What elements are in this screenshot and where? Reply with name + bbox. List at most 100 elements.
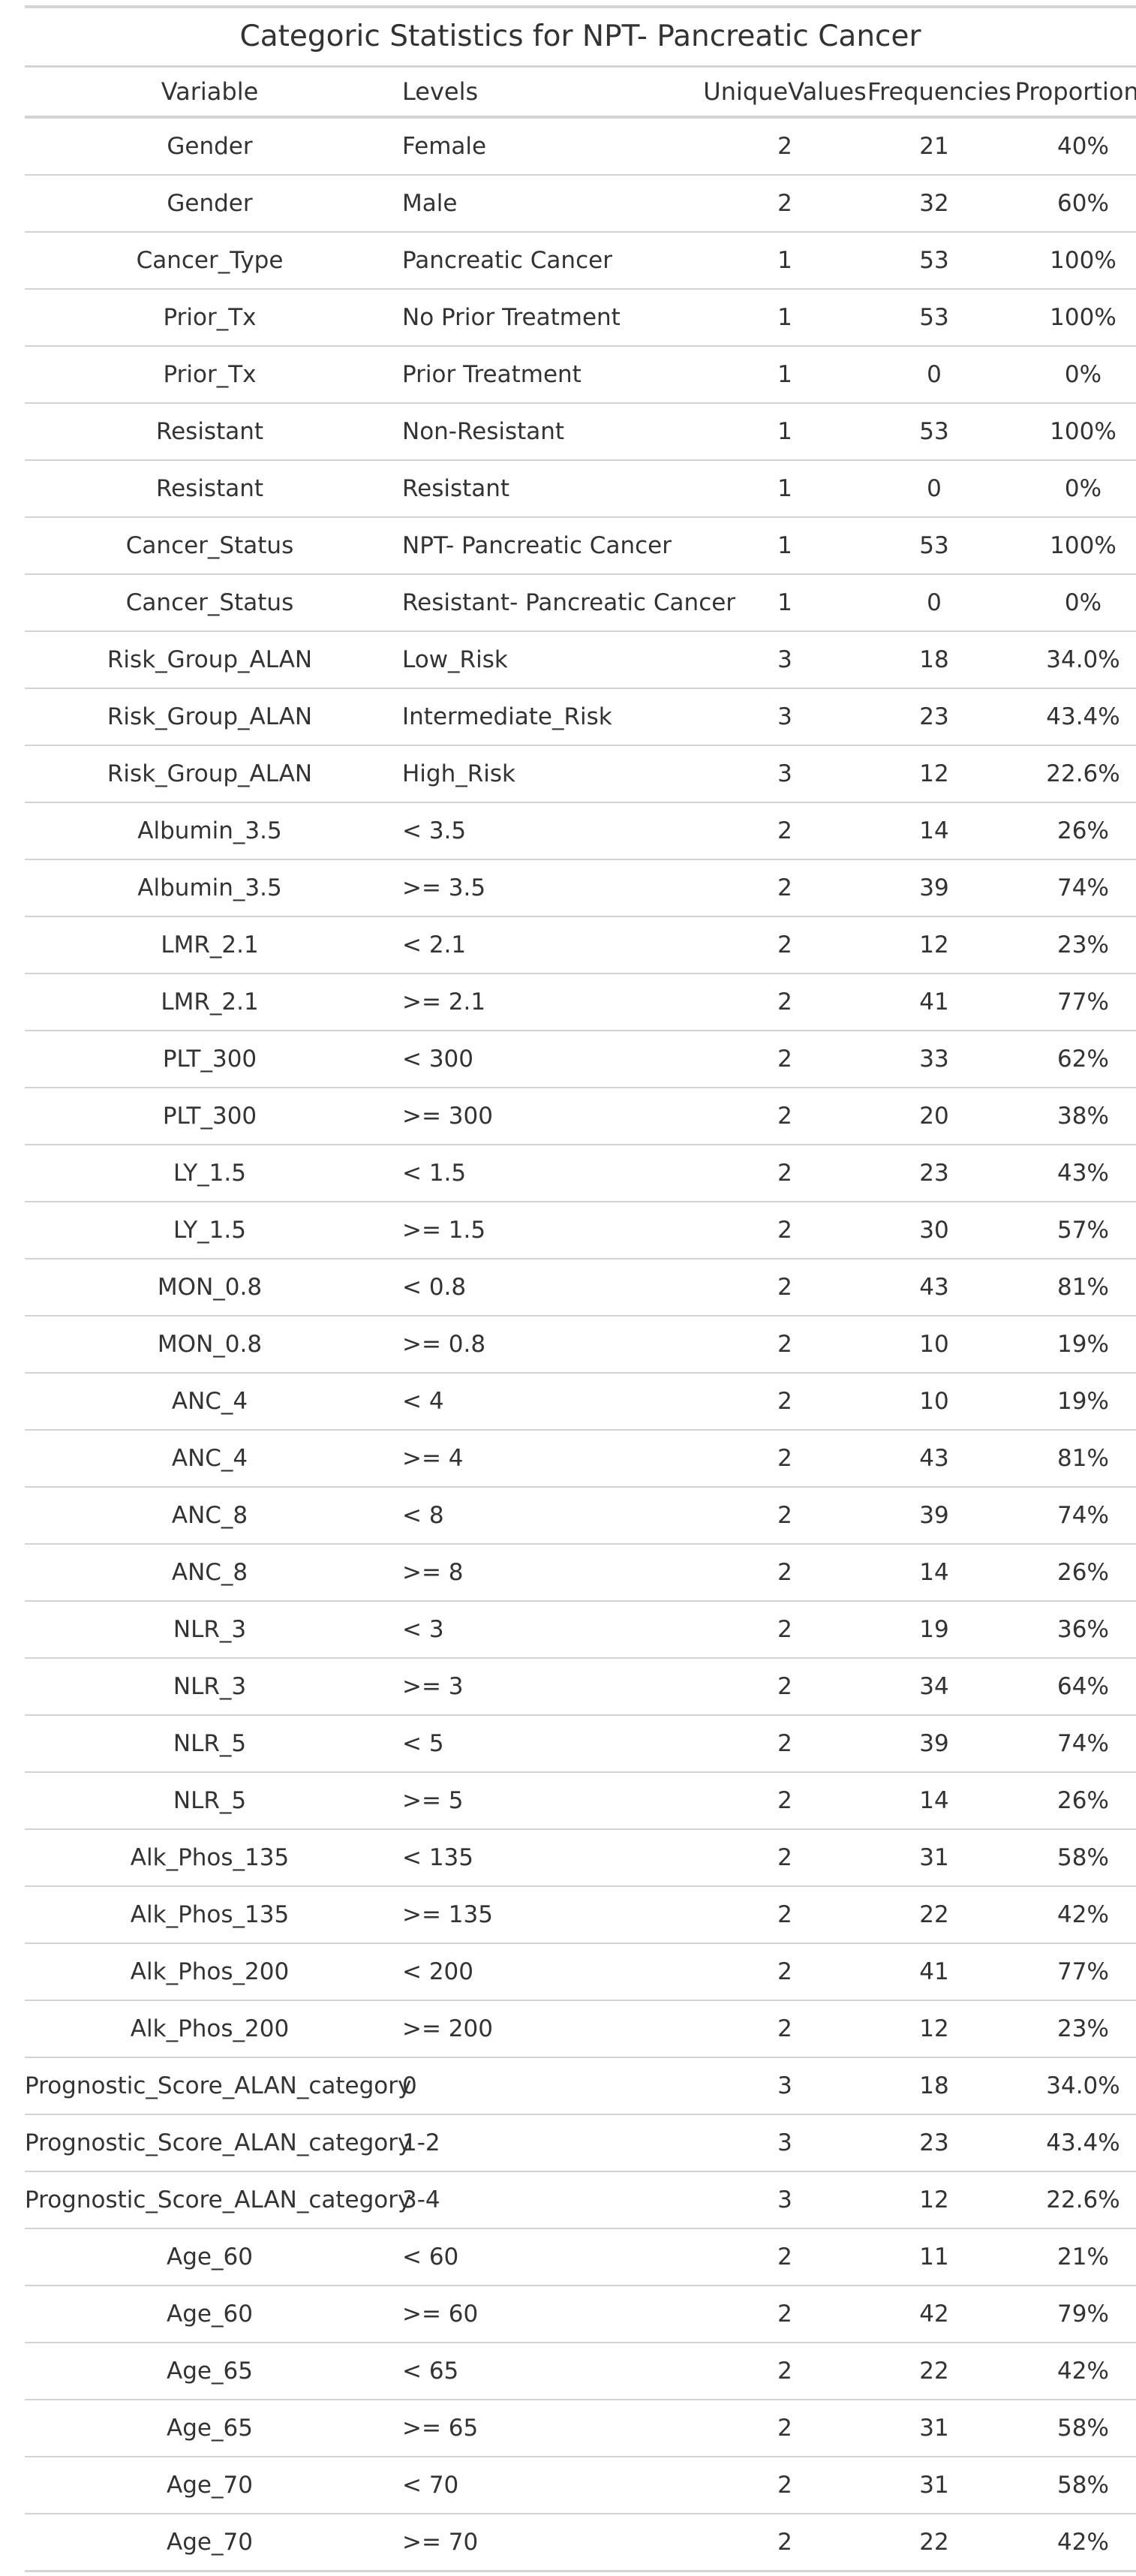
- table-row: Cancer_Type Pancreatic Cancer 1 53 100%: [25, 231, 1136, 289]
- cell-proportion: 0%: [1001, 459, 1136, 517]
- cell-level: >= 135: [395, 1885, 702, 1943]
- cell-unique-values: 2: [702, 2399, 867, 2457]
- cell-unique-values: 3: [702, 2057, 867, 2114]
- cell-proportion: 100%: [1001, 231, 1136, 289]
- cell-level: High_Risk: [395, 745, 702, 802]
- cell-unique-values: 2: [702, 2342, 867, 2400]
- cell-proportion: 58%: [1001, 2399, 1136, 2457]
- cell-variable: LY_1.5: [25, 1144, 395, 1202]
- categoric-statistics-table: Categoric Statistics for NPT- Pancreatic…: [25, 5, 1136, 2572]
- cell-unique-values: 2: [702, 1315, 867, 1373]
- cell-proportion: 74%: [1001, 1714, 1136, 1772]
- cell-level: Resistant: [395, 459, 702, 517]
- cell-frequency: 41: [867, 1943, 1001, 2000]
- cell-variable: Resistant: [25, 459, 395, 517]
- cell-frequency: 39: [867, 1486, 1001, 1544]
- cell-proportion: 34.0%: [1001, 630, 1136, 688]
- cell-unique-values: 1: [702, 573, 867, 631]
- cell-frequency: 43: [867, 1258, 1001, 1316]
- table-row: Gender Female 2 21 40%: [25, 116, 1136, 175]
- cell-frequency: 22: [867, 2513, 1001, 2572]
- table-row: NLR_5 >= 5 2 14 26%: [25, 1771, 1136, 1829]
- cell-frequency: 14: [867, 802, 1001, 859]
- cell-level: < 135: [395, 1828, 702, 1886]
- cell-frequency: 21: [867, 116, 1001, 175]
- header-row: Variable Levels UniqueValues Frequencies…: [25, 65, 1136, 119]
- cell-frequency: 19: [867, 1600, 1001, 1658]
- cell-level: Low_Risk: [395, 630, 702, 688]
- cell-frequency: 23: [867, 1144, 1001, 1202]
- cell-frequency: 0: [867, 459, 1001, 517]
- cell-unique-values: 2: [702, 973, 867, 1031]
- cell-proportion: 36%: [1001, 1600, 1136, 1658]
- cell-variable: Cancer_Status: [25, 573, 395, 631]
- cell-variable: Resistant: [25, 402, 395, 460]
- cell-unique-values: 2: [702, 1258, 867, 1316]
- cell-proportion: 38%: [1001, 1087, 1136, 1145]
- cell-level: < 65: [395, 2342, 702, 2400]
- table-row: Cancer_Status Resistant- Pancreatic Cance…: [25, 573, 1136, 631]
- cell-frequency: 12: [867, 916, 1001, 974]
- table-body: Gender Female 2 21 40% Gender Male 2 32 60% Cancer…: [25, 116, 1136, 2572]
- cell-unique-values: 2: [702, 1201, 867, 1259]
- cell-unique-values: 3: [702, 2171, 867, 2228]
- cell-variable: Cancer_Status: [25, 516, 395, 574]
- table-row: Alk_Phos_135 < 135 2 31 58%: [25, 1828, 1136, 1886]
- cell-frequency: 22: [867, 2342, 1001, 2400]
- table-row: LY_1.5 >= 1.5 2 30 57%: [25, 1201, 1136, 1259]
- column-header-unique-values: UniqueValues: [702, 65, 867, 119]
- cell-frequency: 20: [867, 1087, 1001, 1145]
- cell-unique-values: 2: [702, 1714, 867, 1772]
- cell-unique-values: 1: [702, 459, 867, 517]
- cell-proportion: 81%: [1001, 1258, 1136, 1316]
- cell-unique-values: 2: [702, 2000, 867, 2057]
- cell-frequency: 39: [867, 859, 1001, 916]
- column-header-proportions: Proportions: [1001, 65, 1136, 119]
- cell-variable: Alk_Phos_200: [25, 2000, 395, 2057]
- cell-level: < 60: [395, 2228, 702, 2286]
- cell-level: 3-4: [395, 2171, 702, 2228]
- cell-proportion: 58%: [1001, 2456, 1136, 2514]
- cell-level: >= 1.5: [395, 1201, 702, 1259]
- cell-frequency: 31: [867, 2399, 1001, 2457]
- cell-variable: Prior_Tx: [25, 345, 395, 403]
- cell-frequency: 14: [867, 1771, 1001, 1829]
- cell-level: Non-Resistant: [395, 402, 702, 460]
- cell-level: < 1.5: [395, 1144, 702, 1202]
- cell-level: 0: [395, 2057, 702, 2114]
- table-row: Alk_Phos_135 >= 135 2 22 42%: [25, 1885, 1136, 1943]
- cell-frequency: 53: [867, 231, 1001, 289]
- cell-level: < 200: [395, 1943, 702, 2000]
- cell-level: >= 300: [395, 1087, 702, 1145]
- cell-proportion: 23%: [1001, 916, 1136, 974]
- cell-variable: Albumin_3.5: [25, 859, 395, 916]
- cell-frequency: 31: [867, 1828, 1001, 1886]
- table-row: LMR_2.1 >= 2.1 2 41 77%: [25, 973, 1136, 1031]
- table-row: Age_65 >= 65 2 31 58%: [25, 2399, 1136, 2457]
- cell-unique-values: 2: [702, 2285, 867, 2343]
- cell-level: Resistant- Pancreatic Cancer: [395, 573, 735, 631]
- cell-frequency: 22: [867, 1885, 1001, 1943]
- cell-variable: Gender: [25, 116, 395, 175]
- cell-proportion: 60%: [1001, 174, 1136, 232]
- cell-level: >= 65: [395, 2399, 702, 2457]
- table-row: Prognostic_Score_ALAN_category 1-2 3 23 43.4…: [25, 2114, 1136, 2171]
- table-row: Age_70 < 70 2 31 58%: [25, 2456, 1136, 2514]
- cell-variable: Prior_Tx: [25, 288, 395, 346]
- cell-proportion: 100%: [1001, 288, 1136, 346]
- table-row: Resistant Non-Resistant 1 53 100%: [25, 402, 1136, 460]
- cell-variable: Risk_Group_ALAN: [25, 745, 395, 802]
- cell-unique-values: 2: [702, 859, 867, 916]
- table-row: ANC_4 >= 4 2 43 81%: [25, 1429, 1136, 1487]
- cell-proportion: 19%: [1001, 1315, 1136, 1373]
- cell-variable: PLT_300: [25, 1030, 395, 1088]
- cell-level: >= 2.1: [395, 973, 702, 1031]
- cell-unique-values: 2: [702, 116, 867, 175]
- cell-variable: LMR_2.1: [25, 973, 395, 1031]
- cell-variable: NLR_3: [25, 1657, 395, 1715]
- cell-frequency: 23: [867, 2114, 1001, 2171]
- cell-unique-values: 2: [702, 174, 867, 232]
- table-row: Prior_Tx Prior Treatment 1 0 0%: [25, 345, 1136, 403]
- table-row: PLT_300 < 300 2 33 62%: [25, 1030, 1136, 1088]
- cell-variable: ANC_4: [25, 1372, 395, 1430]
